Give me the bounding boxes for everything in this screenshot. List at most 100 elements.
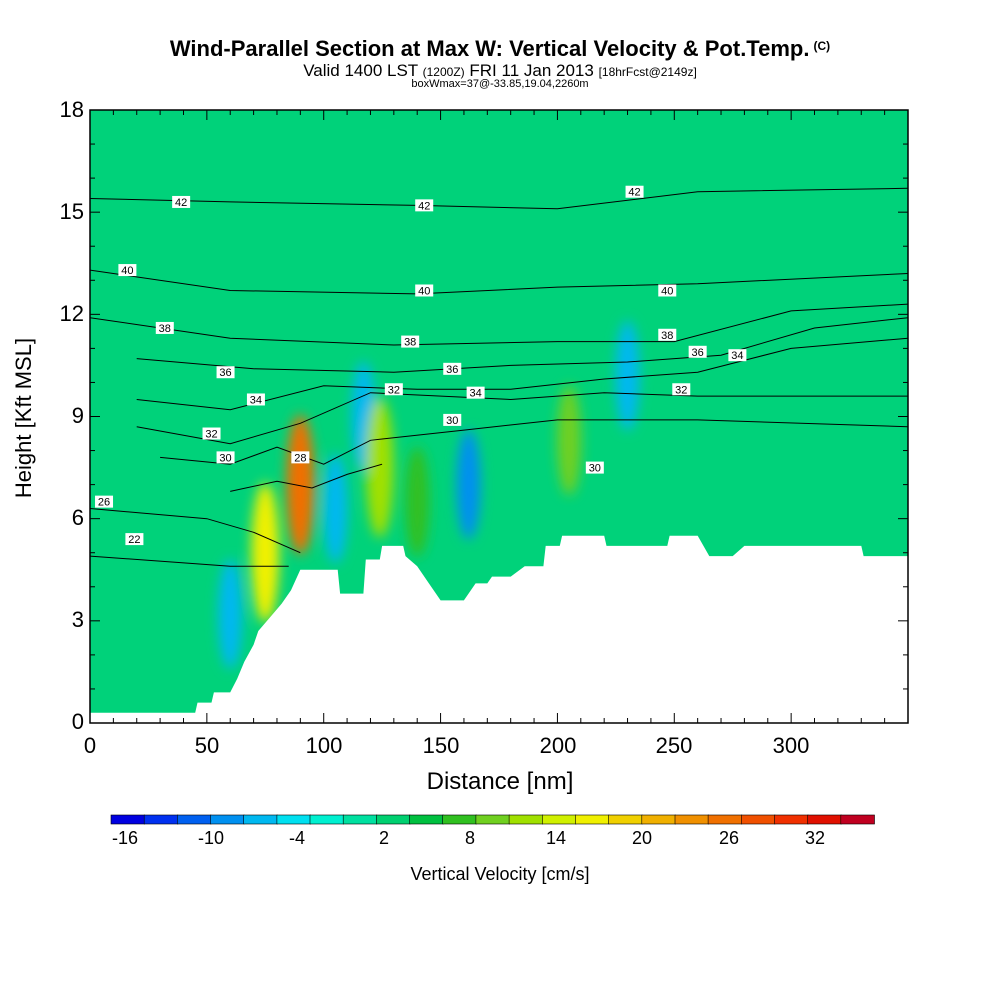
isentrope-line [136,317,908,373]
isentrope-label: 32 [202,427,221,441]
plot-frame [89,109,909,724]
y-axis-label: Height [Kft MSL] [11,337,36,499]
isentrope-label: 30 [443,413,462,427]
y-tick-label: 0 [71,709,84,734]
svg-text:30: 30 [589,463,601,475]
isentrope-label: 22 [125,533,144,546]
svg-text:32: 32 [205,429,217,441]
isentrope-line [136,392,908,445]
valid-time: Valid 1400 LST [303,61,418,80]
copyright-mark: (C) [813,39,831,53]
x-tick-label: 200 [539,733,577,758]
x-tick-label: 300 [772,733,810,758]
isentrope-label: 38 [401,335,420,349]
y-tick-label: 12 [59,301,84,326]
y-tick-label: 18 [59,97,84,122]
isentrope-label: 40 [415,284,434,297]
colorbar-label: 20 [631,828,653,848]
x-tick-label: 100 [305,733,343,758]
svg-text:36: 36 [219,367,231,379]
chart-subtitle: Valid 1400 LST (1200Z) FRI 11 Jan 2013 [… [0,61,1000,81]
isentrope-line [90,269,908,295]
velocity-cell [405,446,430,557]
y-tick-label: 3 [71,607,84,632]
forecast-info: [18hrFcst@2149z] [598,65,697,79]
x-tick-label: 150 [422,733,460,758]
isentrope-label: 32 [672,383,691,396]
isentrope-label: 42 [415,199,434,212]
svg-text:38: 38 [404,337,416,349]
colorbar-label: 32 [804,828,826,848]
isentrope-line [90,508,301,554]
isentrope-label: 40 [118,264,137,277]
isentrope-label: 36 [443,362,462,376]
svg-text:34: 34 [731,350,743,362]
isentrope-line [230,463,383,492]
svg-text:38: 38 [159,323,171,335]
isentrope-label: 34 [246,393,265,406]
svg-text:30: 30 [219,452,231,464]
isentrope-label: 34 [466,386,485,400]
x-tick-label: 50 [194,733,220,758]
colorbar-label: -16 [111,828,139,848]
isentrope-line [90,555,289,567]
svg-text:26: 26 [98,497,110,509]
box-wmax-info: boxWmax=37@-33.85,19.04,2260m [411,78,589,90]
velocity-cell [557,385,582,496]
velocity-cell [218,559,243,670]
svg-text:42: 42 [175,197,187,209]
y-tick-label: 15 [59,199,84,224]
velocity-cell [251,482,280,623]
svg-text:40: 40 [418,285,430,297]
isentrope-line [90,303,908,346]
colorbar-label: -4 [288,828,306,848]
x-tick-label: 0 [83,733,97,758]
svg-text:34: 34 [470,388,482,400]
svg-text:36: 36 [692,347,704,359]
x-axis-label: Distance [nm] [426,768,574,795]
velocity-cell [286,414,315,555]
velocity-cell [615,320,640,431]
colorbar-label: -10 [197,828,225,848]
velocity-cell [456,429,481,540]
isentrope-label: 28 [291,451,310,464]
colorbar-label: 14 [545,828,567,848]
isentrope-label: 36 [688,345,707,359]
chart-title: Wind-Parallel Section at Max W: Vertical… [0,36,1000,62]
svg-text:32: 32 [388,384,400,396]
velocity-cell [365,397,394,538]
svg-text:36: 36 [446,364,458,376]
valid-zulu: (1200Z) [422,65,465,79]
colorbar-label: 8 [464,828,476,848]
svg-text:40: 40 [121,265,133,277]
y-tick-label: 6 [71,505,84,530]
isentrope-label: 38 [155,321,174,335]
isentrope-label: 36 [216,366,235,379]
svg-text:42: 42 [628,187,640,199]
svg-text:38: 38 [661,330,673,342]
svg-text:34: 34 [250,394,262,406]
svg-text:22: 22 [128,534,140,546]
isentrope-label: 38 [658,328,677,342]
isentrope-line [160,419,908,465]
isentrope-label: 30 [216,451,235,464]
isentrope-line [90,187,908,210]
isentrope-label: 42 [172,195,191,209]
isentrope-label: 32 [384,383,403,396]
isentrope-label: 34 [728,349,747,362]
isentrope-label: 26 [95,495,114,509]
isentrope-label: 30 [585,461,604,475]
isentrope-label: 40 [658,284,677,297]
isentrope-label: 42 [625,185,644,199]
valid-date: FRI 11 Jan 2013 [469,61,594,80]
terrain-mask [90,535,908,723]
velocity-field [218,320,640,670]
y-tick-label: 9 [71,403,84,428]
x-tick-label: 250 [655,733,693,758]
chart-title-text: Wind-Parallel Section at Max W: Vertical… [169,36,810,61]
svg-text:30: 30 [446,415,458,427]
colorbar-label: 2 [378,828,390,848]
